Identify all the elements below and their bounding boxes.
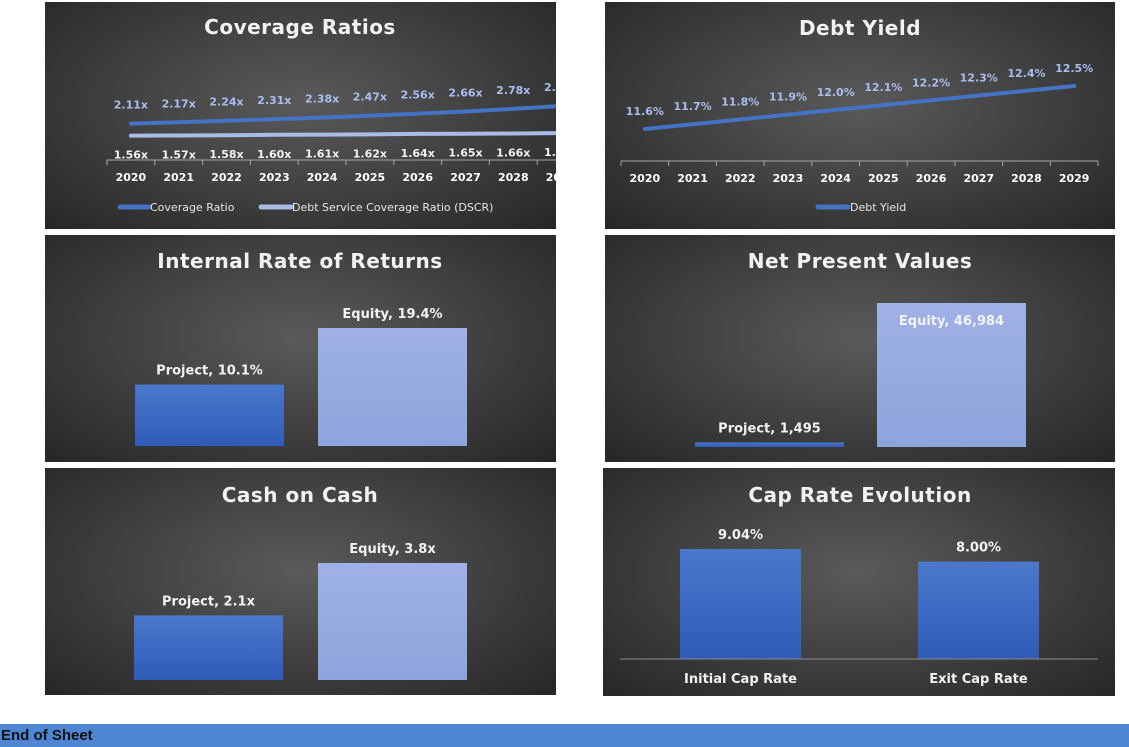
npv-panel: Net Present Values Project, 1,495 Equity,… (605, 235, 1115, 462)
coverage-ratio-data-label: 2.56x (401, 89, 435, 102)
x-tick-label: 2021 (163, 171, 194, 184)
x-tick-label: 2021 (677, 172, 708, 185)
cap-rate-chart: Cap Rate Evolution 9.04% 8.00% Initial Cap… (620, 483, 1098, 687)
x-tick-label: 2023 (259, 171, 290, 184)
end-of-sheet-bar: End of Sheet (0, 724, 1129, 747)
debt-yield-data-label: 12.3% (960, 72, 998, 85)
dscr-data-label: 1.61x (305, 148, 339, 161)
x-tick-label: 2020 (630, 172, 661, 185)
npv-chart: Net Present Values Project, 1,495 Equity,… (695, 249, 1026, 447)
bar-data-label: 8.00% (956, 541, 1001, 556)
coverage-ratio-line (128, 104, 556, 126)
dscr-data-label: 1.58x (209, 148, 243, 161)
dscr-data-label: 1.65x (448, 147, 482, 160)
dscr-data-label: 1.62x (353, 147, 387, 160)
x-tick-label: 2020 (116, 171, 147, 184)
coverage-ratio-data-label: 2.78x (496, 84, 530, 97)
debt-yield-data-label: 12.5% (1055, 62, 1093, 75)
x-tick-label: 2022 (211, 171, 242, 184)
coverage-ratio-data-label: 2.31x (257, 94, 291, 107)
coverage-ratio-data-label: 2.91x (544, 81, 556, 94)
cash-on-cash-chart: Cash on Cash Project, 2.1x Equity, 3.8x (134, 483, 467, 680)
chart-title: Net Present Values (748, 249, 973, 273)
x-tick-label: 2029 (1059, 172, 1090, 185)
coverage-ratio-data-label: 2.47x (353, 91, 387, 104)
bar-project (135, 384, 284, 446)
x-category-label: Exit Cap Rate (929, 672, 1028, 687)
cash-on-cash-panel: Cash on Cash Project, 2.1x Equity, 3.8x (45, 468, 556, 695)
x-tick-label: 2023 (773, 172, 804, 185)
dscr-line (128, 131, 556, 138)
x-tick-label: 2024 (307, 171, 338, 184)
bar-data-label: Equity, 19.4% (342, 307, 442, 322)
bar-data-label: Project, 1,495 (718, 421, 821, 436)
coverage-ratio-data-label: 2.24x (209, 96, 243, 109)
bar-project (134, 615, 283, 680)
x-tick-label: 2028 (1011, 172, 1042, 185)
bar-data-label: Project, 2.1x (162, 594, 256, 609)
bar-equity (318, 563, 467, 680)
x-tick-label: 2025 (868, 172, 899, 185)
irr-panel: Internal Rate of Returns Project, 10.1% E… (45, 235, 556, 462)
bar-equity (877, 303, 1026, 447)
debt-yield-data-label: 11.7% (673, 100, 711, 113)
dscr-data-label: 1.64x (401, 147, 435, 160)
debt-yield-chart: Debt Yield 2020 2021 2022 2023 2024 2025 2026 2… (620, 16, 1099, 214)
dscr-data-label: 1.56x (114, 149, 148, 162)
end-of-sheet-label: End of Sheet (1, 727, 93, 744)
coverage-ratios-chart: Coverage Ratios 2020 2021 2022 2023 2024 2025… (106, 15, 556, 214)
debt-yield-data-label: 12.1% (864, 81, 902, 94)
debt-yield-data-label: 11.6% (626, 105, 664, 118)
dscr-data-label: 1.57x (162, 148, 196, 161)
x-tick-label: 2025 (355, 171, 386, 184)
bar-data-label: Equity, 3.8x (349, 542, 436, 557)
chart-title: Cap Rate Evolution (748, 483, 971, 507)
debt-yield-data-label: 12.4% (1007, 67, 1045, 80)
x-tick-label: 2029 (546, 171, 556, 184)
chart-title: Cash on Cash (222, 483, 379, 507)
coverage-ratio-data-label: 2.38x (305, 93, 339, 106)
chart-title: Internal Rate of Returns (157, 249, 442, 273)
cap-rate-panel: Cap Rate Evolution 9.04% 8.00% Initial Cap… (603, 468, 1115, 696)
coverage-ratios-panel: Coverage Ratios 2020 2021 2022 2023 2024 2025… (45, 2, 556, 229)
coverage-ratio-data-label: 2.66x (448, 86, 482, 99)
chart-title: Coverage Ratios (204, 15, 396, 39)
legend-label-coverage-ratio: Coverage Ratio (150, 201, 235, 214)
bar-initial-cap-rate (680, 549, 801, 659)
debt-yield-data-label: 12.2% (912, 76, 950, 89)
dscr-data-label: 1.68x (544, 146, 556, 159)
x-tick-label: 2024 (820, 172, 851, 185)
x-tick-label: 2026 (402, 171, 433, 184)
bar-equity (318, 328, 467, 446)
legend-label-debt-yield: Debt Yield (850, 201, 906, 214)
debt-yield-panel: Debt Yield 2020 2021 2022 2023 2024 2025 2026 2… (605, 2, 1115, 229)
debt-yield-data-label: 11.8% (721, 95, 759, 108)
bar-data-label: Project, 10.1% (156, 364, 263, 379)
dscr-data-label: 1.66x (496, 146, 530, 159)
coverage-ratio-data-label: 2.11x (114, 99, 148, 112)
x-tick-label: 2027 (450, 171, 481, 184)
irr-chart: Internal Rate of Returns Project, 10.1% E… (135, 249, 467, 446)
x-tick-label: 2028 (498, 171, 529, 184)
x-tick-label: 2026 (916, 172, 947, 185)
debt-yield-line (642, 83, 1077, 131)
legend-label-dscr: Debt Service Coverage Ratio (DSCR) (292, 201, 493, 214)
bar-data-label: 9.04% (718, 528, 763, 543)
bar-exit-cap-rate (918, 561, 1039, 659)
debt-yield-data-label: 12.0% (817, 86, 855, 99)
bar-data-label: Equity, 46,984 (899, 314, 1004, 329)
chart-title: Debt Yield (799, 16, 921, 40)
x-tick-label: 2022 (725, 172, 756, 185)
x-category-label: Initial Cap Rate (684, 672, 797, 687)
x-tick-label: 2027 (963, 172, 994, 185)
bar-project (695, 442, 844, 447)
dscr-data-label: 1.60x (257, 148, 291, 161)
debt-yield-data-label: 11.9% (769, 91, 807, 104)
coverage-ratio-data-label: 2.17x (162, 97, 196, 110)
